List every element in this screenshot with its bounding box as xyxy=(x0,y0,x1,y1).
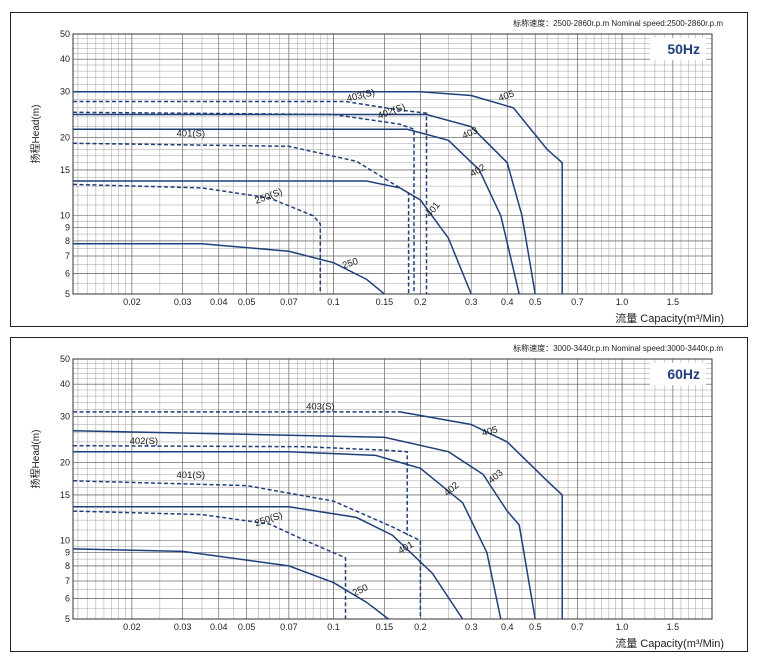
x-tick-label: 0.7 xyxy=(571,297,584,307)
curve-250 xyxy=(73,243,385,295)
y-tick-label: 6 xyxy=(65,268,70,278)
x-tick-label: 0.03 xyxy=(174,297,192,307)
curve-250s xyxy=(72,183,322,294)
y-tick-label: 5 xyxy=(65,289,70,299)
y-tick-label: 15 xyxy=(60,165,70,175)
y-tick-label: 10 xyxy=(60,536,70,546)
y-tick-label: 7 xyxy=(65,251,70,261)
curve-250 xyxy=(72,548,389,620)
curve-401 xyxy=(73,506,464,620)
y-axis-label: 扬程Head(m) xyxy=(29,105,42,164)
y-tick-label: 8 xyxy=(65,236,70,246)
pump-curve-panel-60hz: 250 250(S) 401 401(S) 402 402(S) 403 403(S) 405 0… xyxy=(10,337,748,652)
chart-60hz: 250250(S)401401(S)402402(S)403403(S)4050… xyxy=(29,343,724,650)
x-tick-label: 0.03 xyxy=(174,622,192,632)
plot-frame xyxy=(72,358,713,620)
y-tick-label: 9 xyxy=(65,223,70,233)
x-tick-label: 0.2 xyxy=(414,297,427,307)
x-tick-label: 0.04 xyxy=(210,622,228,632)
y-axis-label: 扬程Head(m) xyxy=(29,430,42,489)
curve-250s xyxy=(72,510,347,619)
x-tick-label: 0.3 xyxy=(465,297,478,307)
x-tick-label: 0.15 xyxy=(376,622,394,632)
x-tick-label: 0.02 xyxy=(123,622,141,632)
x-tick-label: 0.05 xyxy=(238,297,256,307)
y-tick-label: 15 xyxy=(60,490,70,500)
curve-403 xyxy=(72,429,536,620)
frequency-badge: 60Hz xyxy=(667,366,700,382)
curve-403 xyxy=(73,113,536,295)
curve-label: 403(S) xyxy=(306,401,335,412)
x-tick-label: 1.5 xyxy=(667,622,680,632)
x-axis-label: 流量 Capacity(m³/Min) xyxy=(615,636,724,650)
grid xyxy=(73,33,712,295)
y-tick-label: 7 xyxy=(65,576,70,586)
x-tick-label: 0.5 xyxy=(529,622,542,632)
curve-label: 250 xyxy=(351,582,370,599)
badge-bg xyxy=(650,363,706,385)
plot-frame xyxy=(72,33,713,295)
curve-label: 402(S) xyxy=(376,102,407,122)
y-tick-label: 20 xyxy=(60,457,70,467)
pump-curve-panel-50hz: 250 250(S) 401 401(S) 402 402(S) 403 403(S) 405 0… xyxy=(10,12,748,327)
curve-401s xyxy=(72,142,410,294)
curve-403s xyxy=(73,100,428,294)
x-tick-label: 0.02 xyxy=(123,297,141,307)
y-tick-label: 30 xyxy=(60,412,70,422)
curve-label: 401(S) xyxy=(177,470,206,481)
y-tick-label: 9 xyxy=(65,548,70,558)
curve-402s xyxy=(72,444,408,536)
x-tick-label: 0.4 xyxy=(501,297,514,307)
curve-401 xyxy=(73,180,472,295)
x-tick-label: 1.5 xyxy=(667,297,680,307)
nominal-speed-note: 标称速度：3000-3440r.p.m Nominal speed:3000-3… xyxy=(513,343,723,353)
curve-402 xyxy=(73,450,502,620)
y-tick-label: 40 xyxy=(60,54,70,64)
curve-label: 405 xyxy=(481,424,499,439)
curve-label: 250 xyxy=(341,256,359,271)
x-tick-label: 1.0 xyxy=(616,297,629,307)
y-tick-label: 50 xyxy=(60,29,70,39)
nominal-speed-note: 标称速度：2500-2860r.p.m Nominal speed:2500-2… xyxy=(513,18,723,28)
y-tick-label: 40 xyxy=(60,379,70,389)
x-tick-label: 1.0 xyxy=(616,622,629,632)
curve-402 xyxy=(73,128,520,295)
frequency-badge: 50Hz xyxy=(667,41,700,57)
y-tick-label: 6 xyxy=(65,593,70,603)
x-tick-label: 0.1 xyxy=(327,297,340,307)
curve-label: 403(S) xyxy=(346,87,376,105)
curve-402s xyxy=(72,111,415,294)
x-tick-label: 0.04 xyxy=(210,297,228,307)
curve-label: 401(S) xyxy=(177,128,206,139)
x-tick-label: 0.07 xyxy=(280,297,298,307)
y-tick-label: 5 xyxy=(65,614,70,624)
curve-label: 405 xyxy=(497,88,516,104)
y-tick-label: 20 xyxy=(60,132,70,142)
x-axis-label: 流量 Capacity(m³/Min) xyxy=(615,311,724,325)
x-tick-label: 0.07 xyxy=(280,622,298,632)
x-tick-label: 0.15 xyxy=(376,297,394,307)
curve-label: 402(S) xyxy=(130,436,159,447)
curve-label: 402 xyxy=(442,480,461,499)
y-tick-label: 8 xyxy=(65,561,70,571)
x-tick-label: 0.2 xyxy=(414,622,427,632)
grid xyxy=(73,358,712,620)
x-tick-label: 0.05 xyxy=(238,622,256,632)
y-tick-label: 30 xyxy=(60,87,70,97)
badge-bg xyxy=(650,38,706,60)
x-tick-label: 0.3 xyxy=(465,622,478,632)
curve-405 xyxy=(399,411,563,619)
x-tick-label: 0.4 xyxy=(501,622,514,632)
x-tick-label: 0.5 xyxy=(529,297,542,307)
y-tick-label: 10 xyxy=(60,211,70,221)
curve-405 xyxy=(73,90,563,294)
curve-label: 403 xyxy=(461,125,480,142)
y-tick-label: 50 xyxy=(60,354,70,364)
curve-401s xyxy=(72,480,422,619)
x-tick-label: 0.1 xyxy=(327,622,340,632)
x-tick-label: 0.7 xyxy=(571,622,584,632)
